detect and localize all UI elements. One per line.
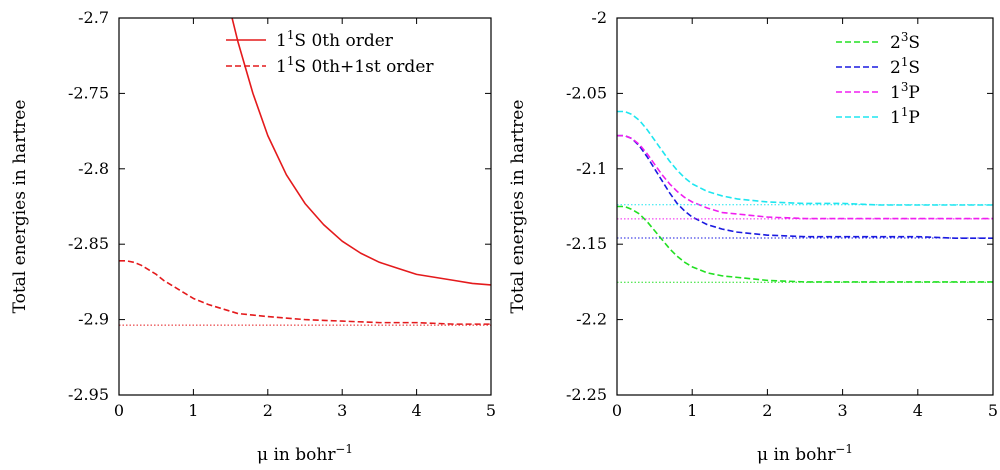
series-line-0: [617, 205, 993, 283]
x-tick-label: 5: [486, 401, 496, 420]
series-line-1: [119, 259, 491, 325]
legend-label: 11P: [890, 105, 920, 128]
series-line-3: [617, 110, 993, 206]
y-tick-label: -2.95: [68, 385, 109, 404]
y-tick-label: -2.7: [78, 8, 109, 27]
x-tick-label: 1: [188, 401, 198, 420]
x-tick-label: 5: [988, 401, 998, 420]
x-axis-label: μ in bohr−1: [257, 442, 353, 465]
chart-panel-1: 0 1 2 3 4 5 -2.7 -2.75 -2.8 -2.85 -2.9 -2.95 μ in bo…: [10, 8, 496, 465]
y-tick-label: -2.1: [576, 159, 607, 178]
x-tick-label: 3: [337, 401, 347, 420]
series-group: [119, 18, 491, 326]
x-tick-label: 3: [838, 401, 848, 420]
y-tick-label: -2: [591, 8, 607, 27]
y-tick-label: -2.8: [78, 159, 109, 178]
x-tick-label: 1: [687, 401, 697, 420]
series-group: [617, 110, 993, 283]
x-tick-label: 4: [412, 401, 422, 420]
legend-label: 13P: [890, 80, 920, 103]
plot-frame: [616, 17, 994, 396]
x-tick-label: 4: [913, 401, 923, 420]
x-tick-label: 0: [612, 401, 622, 420]
series-line-2: [617, 134, 993, 220]
legend-label: 23S: [890, 30, 920, 53]
x-axis-label: μ in bohr−1: [757, 442, 853, 465]
y-axis-label: Total energies in hartree: [508, 100, 528, 314]
legend-label: 11S 0th order: [276, 28, 394, 51]
y-tick-label: -2.9: [78, 310, 109, 329]
y-tick-label: -2.05: [566, 83, 607, 102]
x-tick-label: 0: [114, 401, 124, 420]
legend-label: 21S: [890, 55, 920, 78]
y-tick-label: -2.75: [68, 83, 109, 102]
chart-panel-2: 0 1 2 3 4 5 -2 -2.05 -2.1 -2.15 -2.2 -2.25 μ in bohr…: [508, 8, 998, 465]
series-line-0: [231, 18, 491, 286]
plot-frame: [118, 17, 492, 396]
y-tick-label: -2.2: [576, 310, 607, 329]
x-tick-label: 2: [762, 401, 772, 420]
y-tick-label: -2.85: [68, 234, 109, 253]
y-axis-label: Total energies in hartree: [10, 100, 30, 314]
legend-label: 11S 0th+1st order: [276, 54, 434, 77]
y-tick-label: -2.25: [566, 385, 607, 404]
y-tick-label: -2.15: [566, 234, 607, 253]
series-line-1: [617, 134, 993, 239]
x-tick-label: 2: [263, 401, 273, 420]
